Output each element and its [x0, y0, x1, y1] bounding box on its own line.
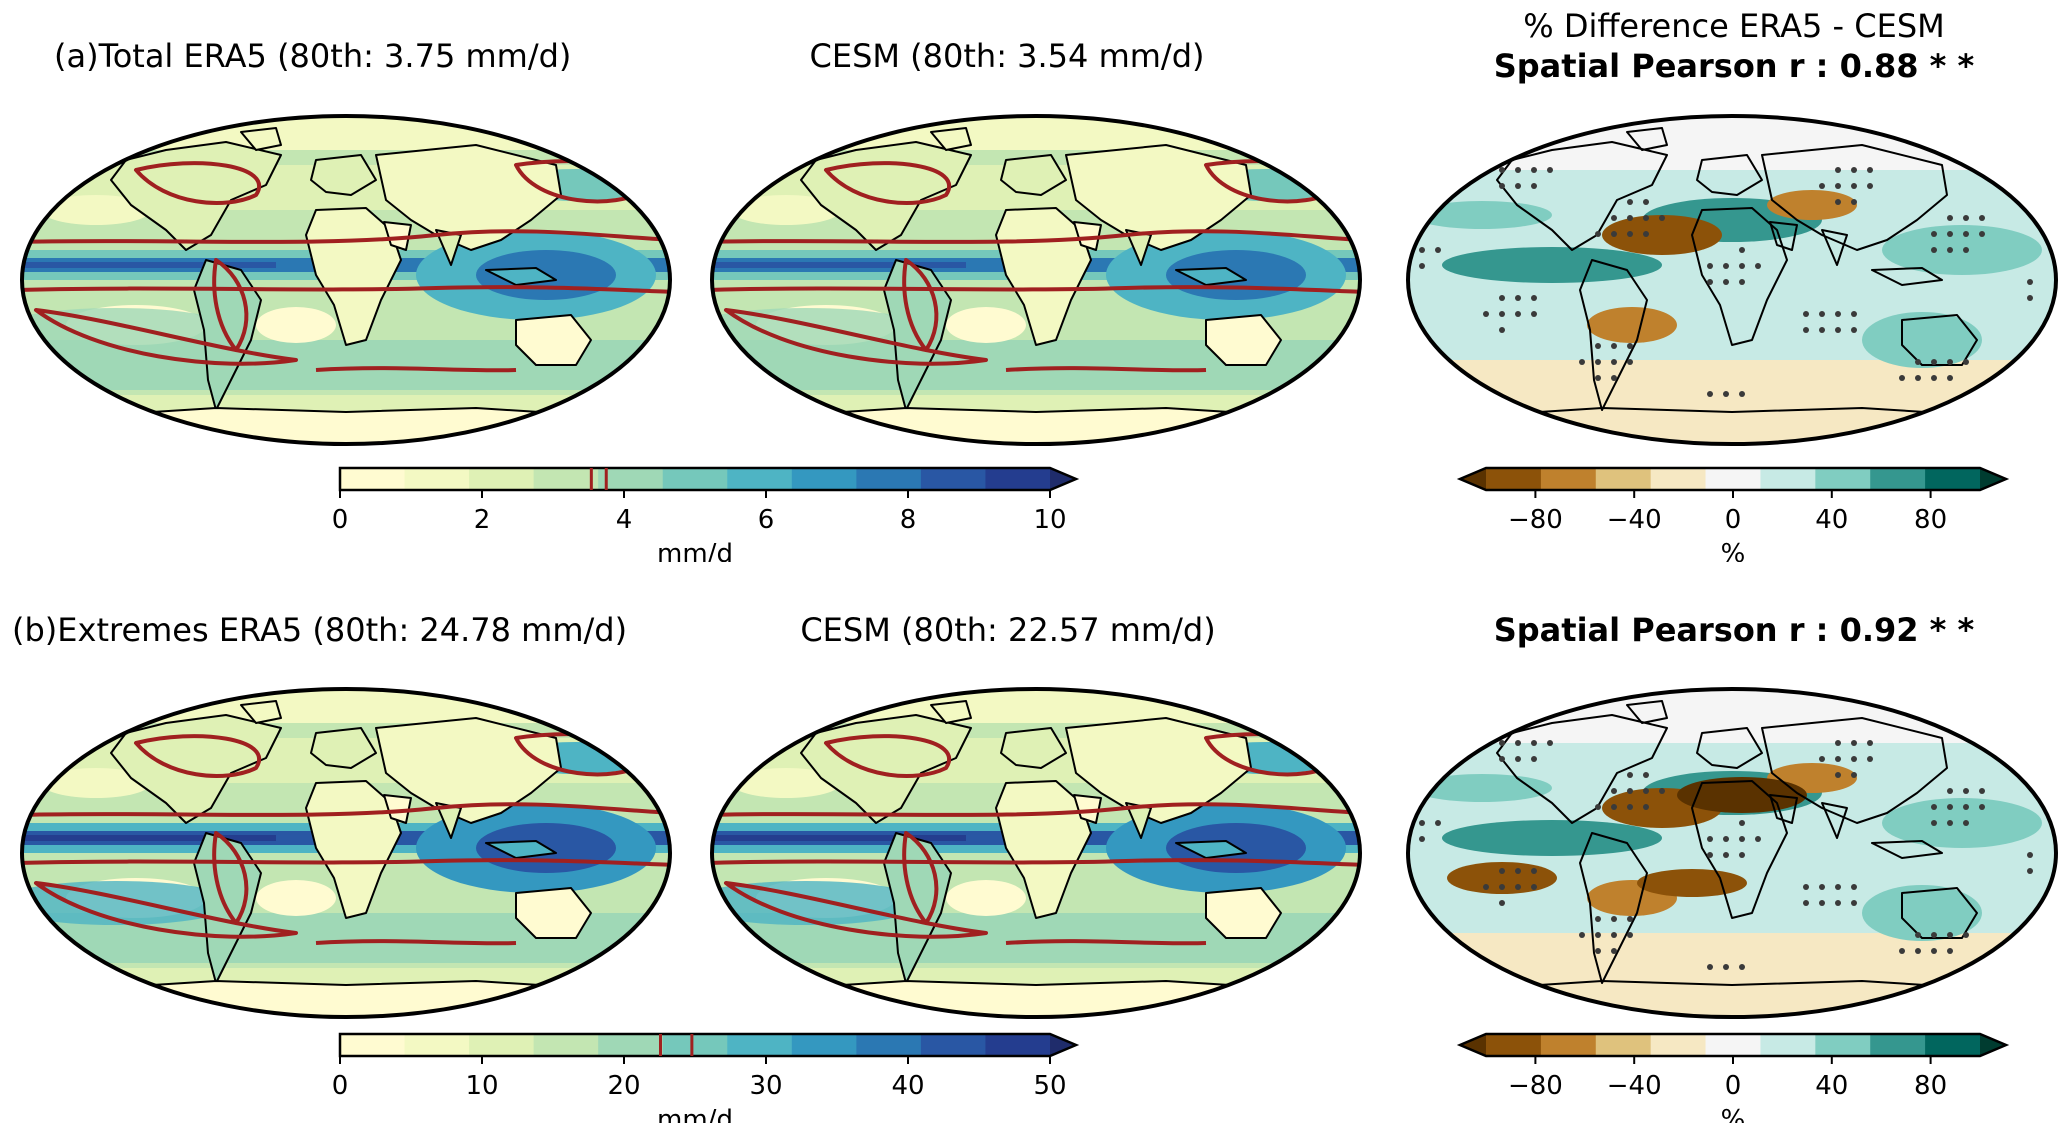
colorbar-segment — [340, 468, 405, 490]
colorbar-tick-label: 0 — [1725, 505, 1742, 535]
colorbar-segment — [856, 1034, 921, 1056]
colorbar-b-diff: −80 −40 0 40 80% — [1456, 1028, 2036, 1123]
map-b-era5-extremes — [16, 683, 676, 1023]
colorbar-extend-arrow — [1050, 468, 1076, 490]
colorbar-segment — [1706, 468, 1761, 490]
title-a-era5: (a)Total ERA5 (80th: 3.75 mm/d) — [54, 38, 571, 74]
colorbar-segment — [405, 1034, 470, 1056]
colorbar-tick-label: 4 — [616, 505, 633, 535]
colorbar-segment — [985, 468, 1050, 490]
colorbar-segment — [469, 468, 534, 490]
colorbar-segment — [663, 1034, 728, 1056]
colorbar-unit-label: mm/d — [657, 539, 733, 562]
colorbar-extend-arrow — [1460, 468, 1486, 490]
colorbar-segment — [534, 468, 599, 490]
colorbar-segment — [727, 1034, 792, 1056]
colorbar-segment — [1596, 1034, 1651, 1056]
colorbar-segment — [1815, 1034, 1870, 1056]
colorbar-unit-label: % — [1721, 1105, 1746, 1123]
colorbar-segment — [663, 468, 728, 490]
colorbar-a-diff: −80 −40 0 40 80% — [1456, 462, 2036, 562]
colorbar-segment — [856, 468, 921, 490]
title-b-cesm: CESM (80th: 22.57 mm/d) — [800, 612, 1215, 648]
colorbar-extend-arrow — [1980, 468, 2006, 490]
colorbar-tick-label: 0 — [332, 505, 349, 535]
colorbar-tick-label: 0 — [332, 1071, 349, 1101]
colorbar-segment — [1760, 1034, 1815, 1056]
colorbar-segment — [727, 468, 792, 490]
title-a-pearson: Spatial Pearson r : 0.88 * * — [1494, 48, 1975, 84]
colorbar-tick-label: 40 — [1815, 505, 1848, 535]
colorbar-tick-label: 10 — [465, 1071, 498, 1101]
colorbar-segment — [598, 468, 663, 490]
colorbar-segment — [921, 1034, 986, 1056]
colorbar-segment — [1925, 1034, 1980, 1056]
colorbar-segment — [1486, 468, 1541, 490]
colorbar-segment — [1706, 1034, 1761, 1056]
colorbar-tick-label: 6 — [758, 505, 775, 535]
colorbar-segment — [1486, 1034, 1541, 1056]
colorbar-extend-arrow — [1460, 1034, 1486, 1056]
colorbar-segment — [1870, 468, 1925, 490]
colorbar-segment — [1651, 1034, 1706, 1056]
colorbar-tick-label: 0 — [1725, 1071, 1742, 1101]
title-b-era5: (b)Extremes ERA5 (80th: 24.78 mm/d) — [12, 612, 627, 648]
colorbar-tick-label: 2 — [474, 505, 491, 535]
colorbar-segment — [1760, 468, 1815, 490]
colorbar-segment — [1596, 468, 1651, 490]
colorbar-tick-label: 20 — [607, 1071, 640, 1101]
map-b-cesm-extremes — [706, 683, 1366, 1023]
colorbar-tick-label: −80 — [1508, 1071, 1563, 1101]
colorbar-unit-label: % — [1721, 539, 1746, 562]
colorbar-tick-label: 50 — [1033, 1071, 1066, 1101]
map-a-cesm-total — [706, 110, 1366, 450]
colorbar-segment — [792, 468, 857, 490]
colorbar-segment — [1651, 468, 1706, 490]
colorbar-tick-label: −80 — [1508, 505, 1563, 535]
colorbar-tick-label: −40 — [1607, 505, 1662, 535]
colorbar-tick-label: 40 — [891, 1071, 924, 1101]
colorbar-unit-label: mm/d — [657, 1105, 733, 1123]
colorbar-segment — [1870, 1034, 1925, 1056]
colorbar-tick-label: 80 — [1914, 505, 1947, 535]
colorbar-segment — [921, 468, 986, 490]
colorbar-segment — [1925, 468, 1980, 490]
colorbar-segment — [469, 1034, 534, 1056]
title-b-pearson: Spatial Pearson r : 0.92 * * — [1494, 612, 1975, 648]
colorbar-segment — [1541, 1034, 1596, 1056]
colorbar-tick-label: −40 — [1607, 1071, 1662, 1101]
colorbar-segment — [1541, 468, 1596, 490]
title-a-cesm: CESM (80th: 3.54 mm/d) — [810, 38, 1205, 74]
colorbar-tick-label: 30 — [749, 1071, 782, 1101]
colorbar-extend-arrow — [1050, 1034, 1076, 1056]
colorbar-segment — [792, 1034, 857, 1056]
colorbar-segment — [598, 1034, 663, 1056]
map-b-difference — [1402, 683, 2062, 1023]
colorbar-b-precip: 0 10 20 30 40 50 mm/d — [320, 1028, 1100, 1123]
colorbar-segment — [405, 468, 470, 490]
colorbar-segment — [534, 1034, 599, 1056]
colorbar-tick-label: 80 — [1914, 1071, 1947, 1101]
colorbar-tick-label: 40 — [1815, 1071, 1848, 1101]
title-a-diff: % Difference ERA5 - CESM — [1523, 8, 1945, 44]
colorbar-extend-arrow — [1980, 1034, 2006, 1056]
colorbar-segment — [340, 1034, 405, 1056]
colorbar-tick-label: 10 — [1033, 505, 1066, 535]
map-a-era5-total — [16, 110, 676, 450]
map-a-difference — [1402, 110, 2062, 450]
colorbar-a-precip: 0 2 4 6 8 10 mm/d — [320, 462, 1100, 562]
colorbar-segment — [1815, 468, 1870, 490]
colorbar-tick-label: 8 — [900, 505, 917, 535]
colorbar-segment — [985, 1034, 1050, 1056]
